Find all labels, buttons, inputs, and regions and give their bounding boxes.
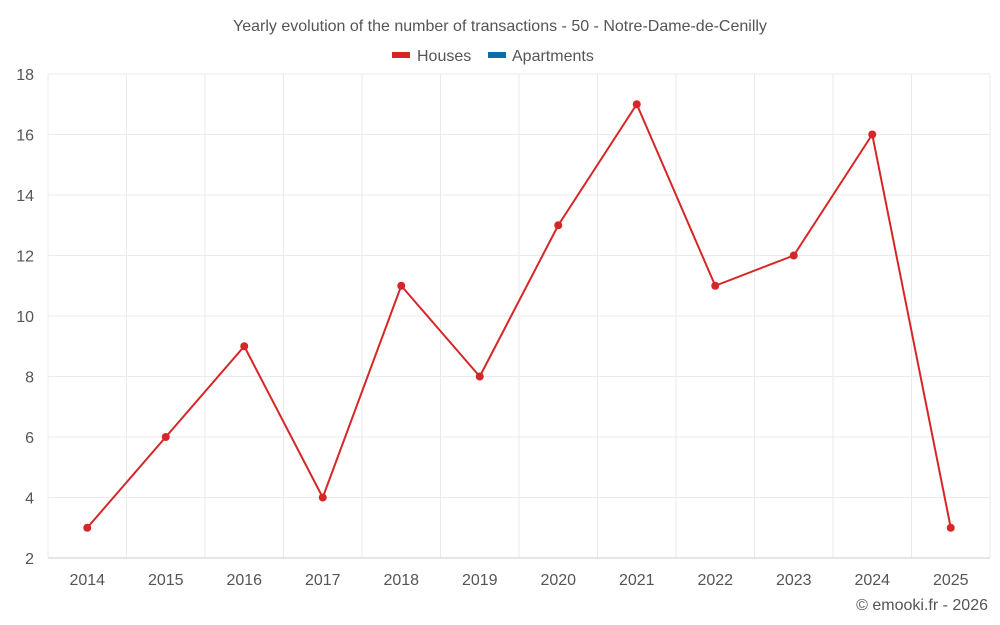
legend-swatch	[488, 52, 506, 58]
x-tick-label: 2021	[619, 572, 655, 589]
y-tick-label: 2	[25, 551, 34, 568]
y-tick-label: 8	[25, 370, 34, 387]
data-point[interactable]	[554, 221, 563, 230]
x-tick-label: 2022	[697, 572, 733, 589]
data-point[interactable]	[161, 433, 170, 441]
data-point[interactable]	[240, 342, 249, 351]
legend-label: Apartments	[512, 48, 594, 65]
legend: Houses Apartments	[392, 48, 594, 65]
chart-title: Yearly evolution of the number of transa…	[233, 18, 767, 35]
data-point[interactable]	[632, 100, 641, 109]
data-point[interactable]	[868, 130, 877, 139]
y-tick-label: 18	[16, 67, 34, 84]
series-line	[86, 103, 952, 529]
credit-text: © emooki.fr - 2026	[856, 597, 988, 614]
x-tick-label: 2025	[933, 572, 969, 589]
y-tick-label: 16	[16, 128, 34, 145]
x-tick-label: 2016	[226, 572, 262, 589]
series-layer	[83, 100, 955, 532]
y-tick-label: 6	[25, 430, 34, 447]
legend-swatch	[392, 52, 410, 58]
data-point[interactable]	[397, 281, 406, 290]
series-houses	[83, 100, 955, 532]
data-point[interactable]	[711, 281, 720, 290]
x-tick-label: 2024	[854, 572, 890, 589]
y-tick-label: 12	[16, 249, 34, 266]
x-tick-label: 2020	[540, 572, 576, 589]
x-tick-label: 2023	[776, 572, 812, 589]
x-tick-label: 2014	[69, 572, 105, 589]
data-point[interactable]	[83, 523, 92, 532]
x-axis-ticks: 2014 2015 2016 2017 2018 2019 2020 2021 2022 2023…	[69, 572, 968, 589]
grid	[47, 73, 991, 559]
x-tick-label: 2018	[383, 572, 419, 589]
data-point[interactable]	[318, 493, 327, 502]
y-tick-label: 14	[16, 188, 34, 205]
y-tick-label: 10	[16, 309, 34, 326]
y-axis-ticks: 2 4 6 8 10 12 14 16 18	[16, 67, 34, 568]
legend-label: Houses	[417, 48, 471, 65]
x-tick-label: 2017	[305, 572, 341, 589]
data-point[interactable]	[946, 523, 955, 532]
y-tick-label: 4	[25, 491, 34, 508]
legend-item-houses[interactable]: Houses	[392, 48, 471, 65]
x-tick-label: 2015	[148, 572, 184, 589]
data-point[interactable]	[789, 251, 798, 260]
x-tick-label: 2019	[462, 572, 498, 589]
legend-item-apartments[interactable]: Apartments	[488, 48, 594, 65]
data-point[interactable]	[475, 372, 484, 381]
